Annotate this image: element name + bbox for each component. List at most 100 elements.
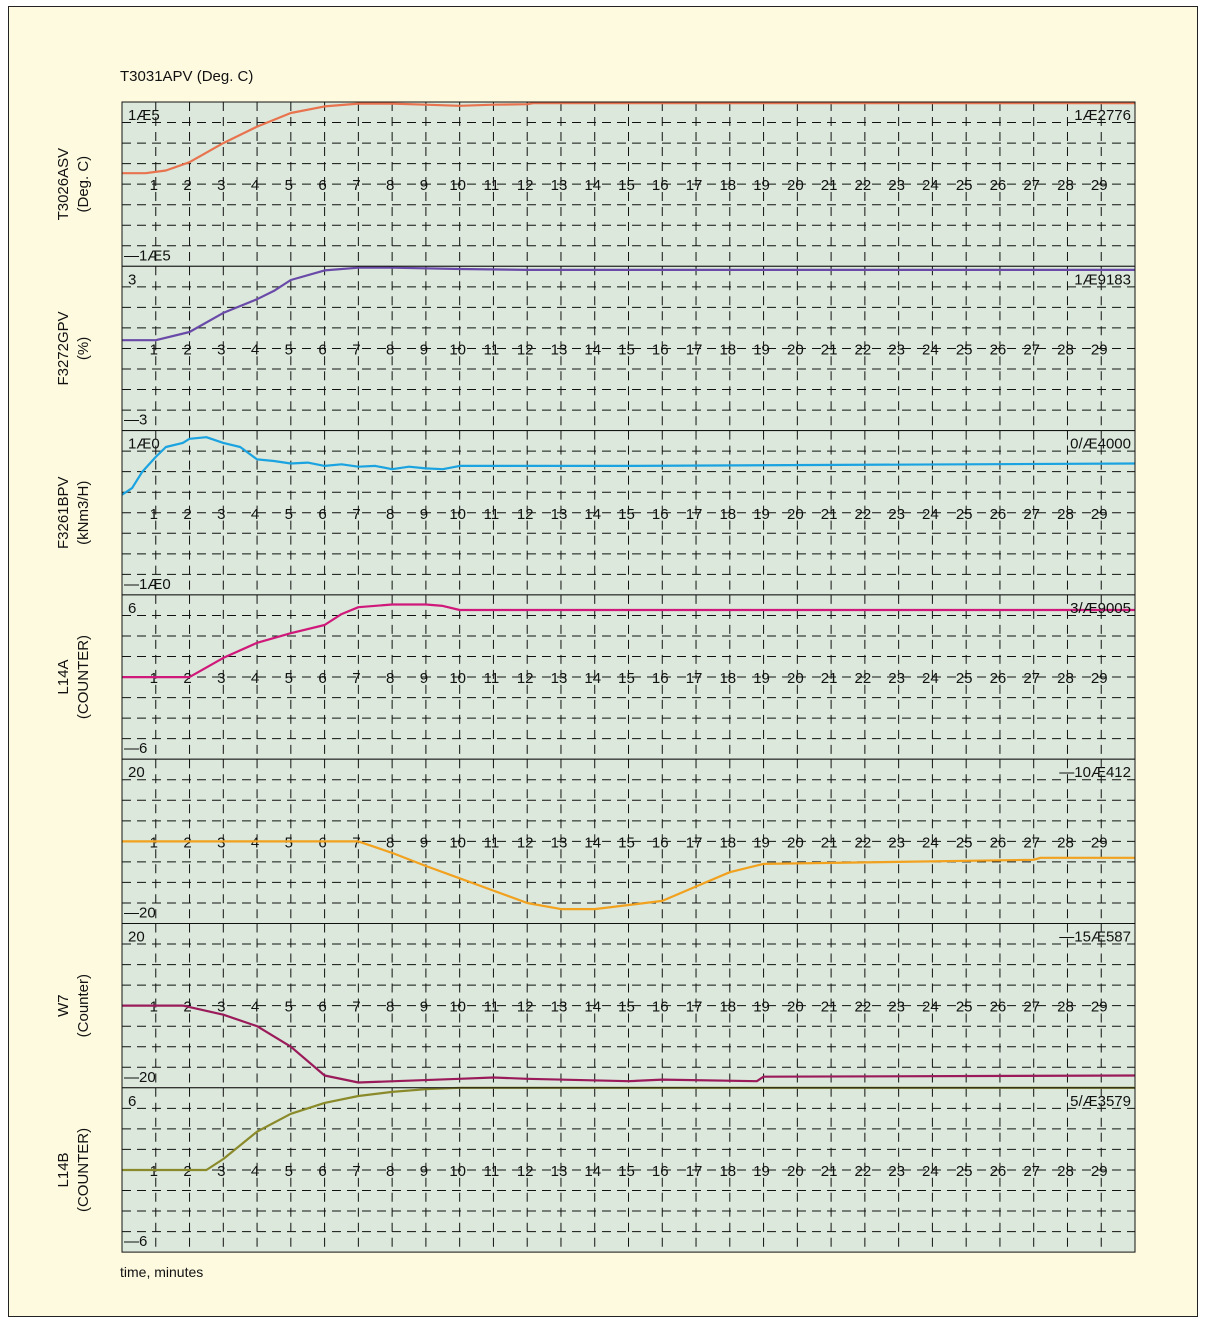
x-tick-label: 27 (1023, 177, 1040, 194)
x-tick-label: 26 (990, 177, 1007, 194)
x-tick-label: 9 (420, 999, 428, 1016)
x-tick-label: 23 (888, 506, 905, 523)
x-tick-label: 19 (753, 1163, 770, 1180)
x-tick-label: 29 (1091, 1163, 1108, 1180)
y-max-label: 6 (128, 600, 136, 617)
x-tick-label: 10 (449, 1163, 466, 1180)
x-tick-label: 5 (285, 506, 293, 523)
x-tick-label: 6 (318, 341, 326, 358)
x-tick-label: 25 (956, 1163, 973, 1180)
x-tick-label: 26 (990, 999, 1007, 1016)
x-tick-label: 26 (990, 670, 1007, 687)
x-tick-label: 17 (686, 177, 703, 194)
x-tick-label: 28 (1057, 177, 1074, 194)
x-tick-label: 27 (1023, 341, 1040, 358)
y-min-label: —3 (124, 412, 147, 429)
panel-5: 1 2 3 4 5 6 7 8 9 10 11 12 13 14 15 16 17 18 19 20 21 22 23 24 2… (121, 758, 1136, 925)
x-tick-label: 8 (386, 834, 394, 851)
x-tick-label: 8 (386, 1163, 394, 1180)
x-tick-label: 11 (484, 506, 500, 523)
current-value-label: —10Æ412 (1059, 764, 1131, 781)
x-tick-label: 16 (652, 834, 669, 851)
x-tick-label: 22 (855, 670, 872, 687)
x-tick-label: 18 (719, 1163, 736, 1180)
x-tick-label: 29 (1091, 670, 1108, 687)
x-tick-label: 13 (551, 1163, 568, 1180)
x-tick-label: 18 (719, 177, 736, 194)
x-tick-label: 17 (686, 341, 703, 358)
x-tick-label: 21 (821, 341, 838, 358)
chart-top-label: T3031APV (Deg. C) (120, 68, 254, 85)
x-tick-label: 1 (150, 177, 158, 194)
x-tick-label: 20 (787, 1163, 804, 1180)
x-tick-label: 2 (183, 1163, 191, 1180)
x-tick-label: 16 (652, 341, 669, 358)
series-line (121, 436, 1136, 496)
x-tick-label: 29 (1091, 177, 1108, 194)
x-tick-label: 10 (449, 670, 466, 687)
x-tick-label: 13 (551, 999, 568, 1016)
x-tick-label: 15 (618, 506, 635, 523)
x-tick-label: 14 (584, 341, 601, 358)
panel-7: 1 2 3 4 5 6 7 8 9 10 11 12 13 14 15 16 17 18 19 20 21 22 23 24 2… (55, 1086, 1136, 1253)
y-min-label: —6 (124, 1233, 147, 1250)
x-tick-label: 2 (183, 834, 191, 851)
x-tick-label: 29 (1091, 506, 1108, 523)
x-tick-label: 25 (956, 341, 973, 358)
x-tick-label: 9 (420, 177, 428, 194)
x-tick-label: 9 (420, 834, 428, 851)
y-min-label: —20 (124, 1069, 156, 1086)
x-tick-label: 8 (386, 999, 394, 1016)
x-tick-label: 14 (584, 506, 601, 523)
y-axis-label: (Counter) (75, 974, 92, 1037)
x-tick-label: 28 (1057, 670, 1074, 687)
x-tick-label: 14 (584, 177, 601, 194)
x-tick-label: 8 (386, 670, 394, 687)
x-tick-label: 14 (584, 670, 601, 687)
x-tick-label: 18 (719, 999, 736, 1016)
x-tick-label: 23 (888, 834, 905, 851)
x-tick-label: 15 (618, 999, 635, 1016)
x-tick-label: 23 (888, 670, 905, 687)
y-max-label: 1Æ5 (128, 107, 160, 124)
x-tick-label: 25 (956, 177, 973, 194)
x-tick-label: 16 (652, 177, 669, 194)
x-tick-label: 10 (449, 341, 466, 358)
x-tick-label: 16 (652, 670, 669, 687)
x-tick-label: 27 (1023, 1163, 1040, 1180)
x-tick-label: 19 (753, 999, 770, 1016)
x-tick-label: 25 (956, 999, 973, 1016)
x-tick-label: 2 (183, 506, 191, 523)
x-tick-label: 21 (821, 1163, 838, 1180)
x-tick-label: 3 (217, 834, 225, 851)
x-tick-label: 26 (990, 506, 1007, 523)
x-tick-label: 14 (584, 834, 601, 851)
x-tick-label: 3 (217, 999, 225, 1016)
x-tick-label: 23 (888, 341, 905, 358)
y-axis-label: (kNm3/H) (75, 481, 92, 545)
x-tick-label: 6 (318, 506, 326, 523)
y-axis-label: T3026ASV (55, 148, 72, 221)
x-tick-label: 3 (217, 506, 225, 523)
x-tick-label: 1 (150, 506, 158, 523)
x-tick-label: 23 (888, 1163, 905, 1180)
x-tick-label: 28 (1057, 999, 1074, 1016)
x-tick-label: 19 (753, 177, 770, 194)
x-tick-label: 4 (251, 999, 259, 1016)
x-tick-label: 1 (150, 999, 158, 1016)
x-tick-label: 27 (1023, 506, 1040, 523)
x-tick-label: 27 (1023, 834, 1040, 851)
x-tick-label: 22 (855, 341, 872, 358)
y-max-label: 3 (128, 271, 136, 288)
x-tick-label: 22 (855, 834, 872, 851)
x-tick-label: 24 (922, 670, 939, 687)
x-tick-label: 15 (618, 341, 635, 358)
x-tick-label: 22 (855, 177, 872, 194)
x-tick-label: 15 (618, 177, 635, 194)
x-tick-label: 28 (1057, 506, 1074, 523)
x-tick-label: 8 (386, 506, 394, 523)
y-max-label: 20 (128, 929, 145, 946)
x-tick-label: 7 (352, 834, 360, 851)
x-tick-label: 20 (787, 834, 804, 851)
x-tick-label: 20 (787, 341, 804, 358)
